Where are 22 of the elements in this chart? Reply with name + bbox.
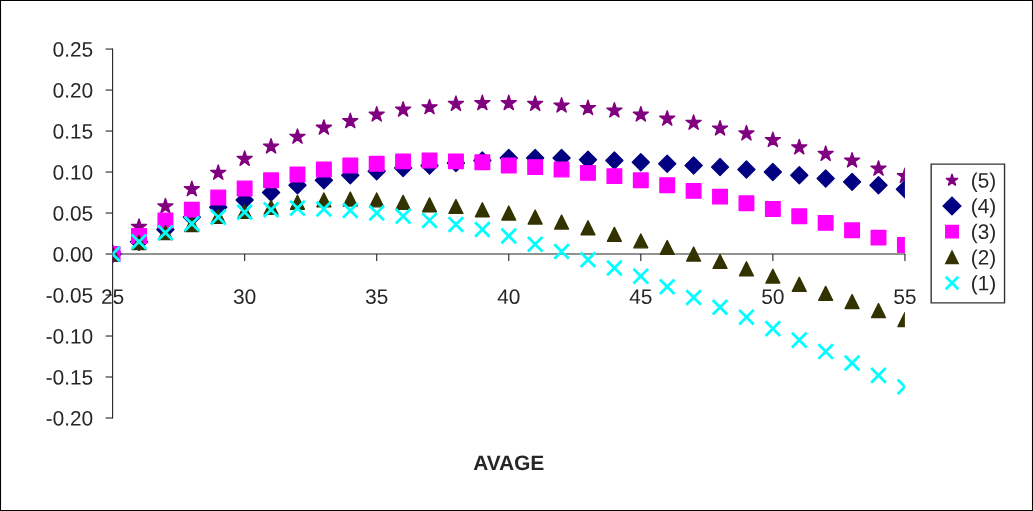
x-tick-label: 55 (894, 289, 916, 305)
y-tick-label: 0.25 (53, 42, 93, 57)
x-tick-label: 35 (365, 289, 388, 305)
y-tick-label: 0.00 (53, 247, 93, 262)
y-tick-label: 0.10 (53, 165, 93, 180)
x-tick-label: 40 (497, 289, 520, 305)
y-tick-label: 0.15 (53, 124, 93, 139)
y-tick-label: -0.05 (46, 288, 93, 303)
legend-label: (1) (972, 275, 995, 295)
legend-label: (3) (972, 223, 995, 244)
y-tick-label: -0.10 (46, 329, 93, 344)
legend-label: (2) (972, 249, 995, 269)
x-tick-label: 50 (762, 289, 784, 305)
legend-label: (5) (972, 172, 995, 192)
y-tick-label: -0.20 (46, 411, 93, 426)
x-tick-label: 45 (629, 289, 652, 305)
x-tick-label: 30 (233, 289, 256, 305)
y-tick-label: -0.15 (46, 370, 93, 385)
y-tick-label: 0.20 (53, 83, 93, 98)
legend-label: (4) (972, 198, 995, 218)
x-axis-title: AVAGE (473, 455, 544, 471)
y-tick-label: 0.05 (53, 206, 93, 221)
